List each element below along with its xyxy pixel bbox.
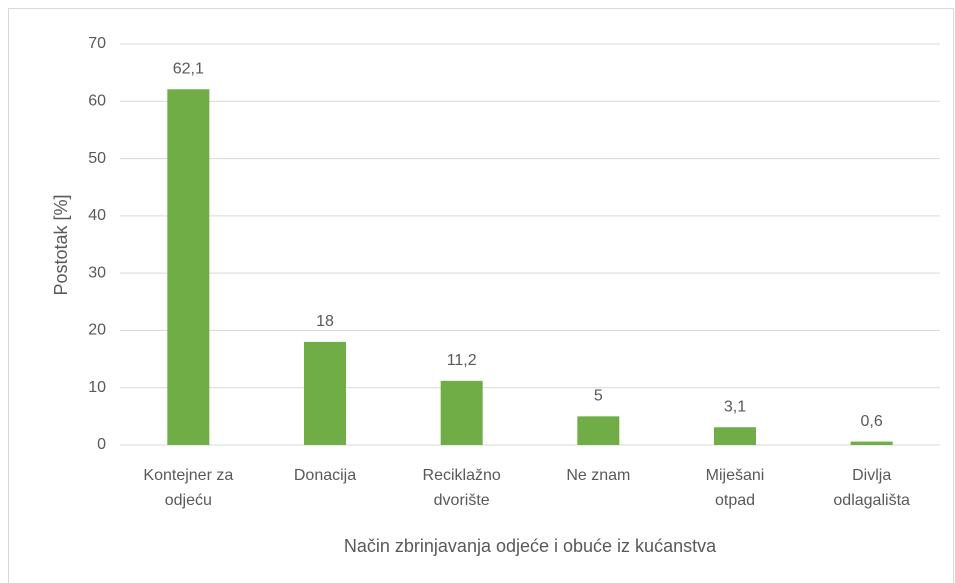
bar: [440, 380, 483, 445]
bar: [850, 441, 893, 445]
y-tick-label: 50: [88, 150, 106, 167]
x-axis-title: Način zbrinjavanja odjeće i obuće iz kuć…: [344, 536, 717, 556]
y-tick-label: 60: [88, 93, 106, 110]
y-tick-label: 30: [88, 264, 106, 281]
bar: [577, 416, 620, 445]
chart-border: [8, 8, 954, 583]
data-label: 5: [594, 388, 603, 405]
data-label: 62,1: [173, 60, 204, 77]
x-tick-label: Divlja odlagališta: [833, 467, 910, 509]
y-tick-label: 40: [88, 207, 106, 224]
data-label: 0,6: [861, 413, 883, 430]
y-axis-title: Postotak [%]: [51, 194, 71, 295]
y-tick-label: 70: [88, 35, 106, 52]
x-tick-label: Ne znam: [566, 467, 631, 484]
bar: [714, 427, 756, 445]
x-tick-label: Reciklažno dvorište: [422, 467, 501, 509]
data-label: 11,2: [447, 352, 477, 369]
data-label: 18: [316, 313, 334, 330]
data-label: 3,1: [724, 398, 746, 415]
x-tick-label: Donacija: [293, 467, 357, 484]
y-tick-label: 10: [88, 379, 106, 396]
bar: [304, 341, 346, 445]
y-tick-label: 20: [88, 322, 106, 339]
y-tick-label: 0: [97, 436, 106, 453]
x-tick-label: Kontejner za odjeću: [143, 467, 234, 509]
x-tick-label: Miješani otpad: [705, 467, 765, 509]
bar: [167, 89, 210, 446]
